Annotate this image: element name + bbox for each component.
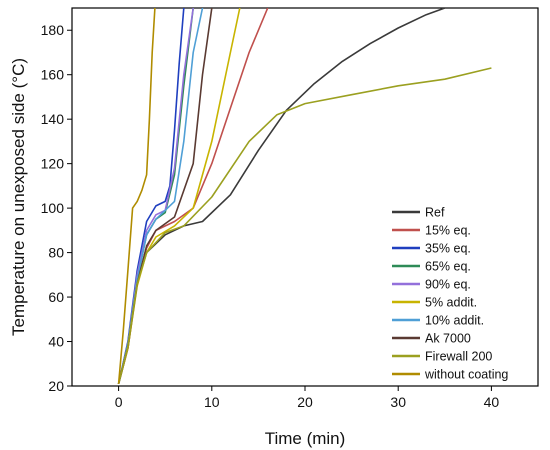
x-tick-label: 40 xyxy=(484,394,500,410)
legend-label: 15% eq. xyxy=(425,224,471,238)
y-tick-label: 60 xyxy=(48,289,64,305)
series-line xyxy=(117,8,269,385)
x-tick-label: 30 xyxy=(390,394,406,410)
legend-label: 90% eq. xyxy=(425,278,471,292)
y-tick-label: 180 xyxy=(41,22,65,38)
y-tick-label: 160 xyxy=(41,67,65,83)
y-tick-label: 100 xyxy=(41,200,65,216)
legend-label: Ref xyxy=(425,206,445,220)
x-tick-label: 0 xyxy=(115,394,123,410)
y-tick-label: 20 xyxy=(48,378,64,394)
series-line xyxy=(117,8,156,384)
y-tick-label: 40 xyxy=(48,334,64,350)
legend: Ref 15% eq. 35% eq. 65% eq. 90% eq. 5% addit.… xyxy=(392,206,508,382)
y-axis-ticks: 20 40 60 80 100 120 140 160 180 xyxy=(41,22,72,394)
legend-label: 65% eq. xyxy=(425,260,471,274)
legend-label: without coating xyxy=(424,368,508,382)
legend-label: 10% addit. xyxy=(425,314,484,328)
x-axis-ticks: 0 10 20 30 40 xyxy=(115,386,500,410)
y-tick-label: 120 xyxy=(41,156,65,172)
y-axis-title: Temperature on unexposed side (°C) xyxy=(9,58,28,336)
x-tick-label: 20 xyxy=(297,394,313,410)
legend-label: 5% addit. xyxy=(425,296,477,310)
series-line xyxy=(117,67,492,384)
plot-frame xyxy=(71,7,539,387)
x-tick-label: 10 xyxy=(204,394,220,410)
x-axis-title: Time (min) xyxy=(265,429,346,448)
legend-label: Firewall 200 xyxy=(425,350,492,364)
series-lines xyxy=(117,8,492,385)
legend-label: Ak 7000 xyxy=(425,332,471,346)
y-tick-label: 140 xyxy=(41,111,65,127)
legend-label: 35% eq. xyxy=(425,242,471,256)
y-tick-label: 80 xyxy=(48,245,64,261)
